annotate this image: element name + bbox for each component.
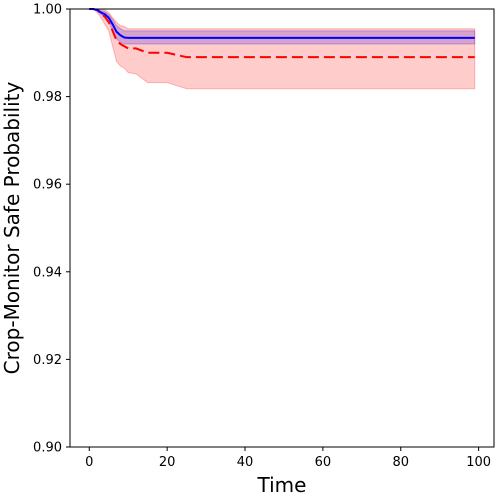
x-axis-ticks: 0 20 40 60 80 100: [85, 447, 491, 470]
y-tick-label: 0.94: [33, 265, 62, 280]
y-axis-label: Crop-Monitor Safe Probability: [0, 82, 24, 375]
confidence-band-2: [89, 8, 476, 90]
series-lines: [89, 8, 475, 59]
series-line-1: [89, 8, 475, 39]
y-tick-label: 0.92: [33, 353, 62, 368]
x-tick-label: 60: [315, 455, 332, 470]
x-tick-label: 40: [237, 455, 254, 470]
x-axis-label: Time: [257, 473, 307, 497]
plot-frame: [69, 8, 495, 448]
y-tick-label: 0.96: [33, 178, 62, 193]
x-tick-label: 0: [85, 455, 93, 470]
y-tick-label: 1.00: [33, 3, 62, 18]
x-tick-label: 100: [466, 455, 491, 470]
x-tick-label: 20: [159, 455, 176, 470]
y-tick-label: 0.98: [33, 90, 62, 105]
y-tick-label: 0.90: [33, 441, 62, 456]
y-axis-ticks: 0.90 0.92 0.94 0.96 0.98 1.00: [33, 3, 70, 456]
x-tick-label: 80: [392, 455, 409, 470]
